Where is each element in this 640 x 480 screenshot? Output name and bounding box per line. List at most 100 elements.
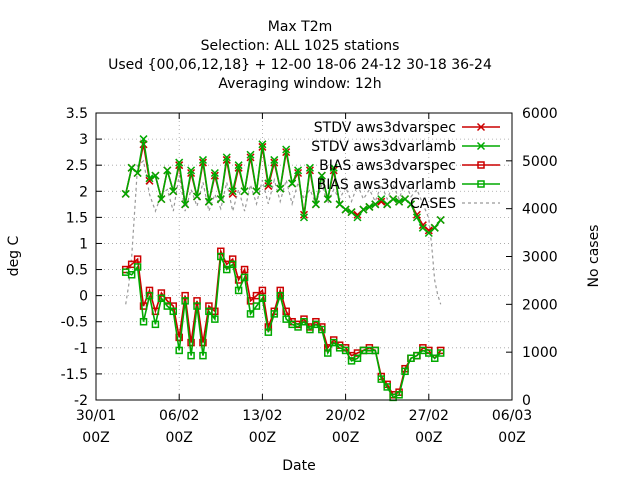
data-point-square [246,297,255,305]
data-point-square [270,310,279,318]
x-tick-label-date: 06/03 [492,408,532,424]
data-point-x [412,213,421,222]
data-point-x [365,202,374,211]
data-point-square [181,297,189,305]
series-cases [125,159,442,305]
data-point-square [252,302,261,310]
data-point-x [317,171,326,180]
data-point-x [222,153,231,162]
series-line [125,253,442,399]
data-point-x [412,210,421,219]
data-point-square [169,307,178,316]
x-tick-label-date: 13/02 [242,408,282,424]
legend-label: BIAS aws3dvarspec [319,158,456,174]
data-point-x [389,195,398,204]
data-point-square [157,294,166,302]
x-tick-label-hour: 00Z [332,430,359,446]
data-point-square [133,263,142,271]
y-tick-label: -1 [74,341,88,357]
data-point-square [294,323,302,331]
y-axis-ticks: 3.5 3 2.5 2 1.5 1 0.5 0 -0.5 -1 -1.5 -2 [61,106,102,409]
data-point-x [246,150,255,159]
series-line [125,159,442,305]
legend-label: STDV aws3dvarlamb [311,139,456,155]
data-point-square [383,383,391,391]
data-point-x [305,163,314,172]
data-point-x [157,195,166,204]
data-point-x [311,200,320,209]
data-point-square [371,346,380,355]
data-point-square [151,320,160,329]
y-tick-label: -1.5 [61,367,88,383]
data-point-square [258,294,267,302]
y2-tick-label: 0 [522,393,531,409]
data-point-x [294,166,303,175]
data-point-square [240,273,249,282]
data-point-x [335,200,344,209]
data-point-x [395,197,404,206]
data-point-square [240,265,249,274]
y-tick-label: 2.5 [66,158,88,174]
data-point-x [476,122,486,132]
x-tick-label-hour: 00Z [82,430,109,446]
title-line: Selection: ALL 1025 stations [201,38,400,54]
data-point-square [353,354,362,363]
series-bias-aws3dvarlamb [121,252,445,402]
y2-tick-label: 2000 [522,297,558,313]
data-point-square [139,317,148,326]
data-point-square [175,333,183,342]
title-line: Max T2m [268,19,333,35]
x-axis-label: Date [282,458,315,474]
data-point-square [145,286,154,295]
x-axis-ticks: 30/01 00Z 06/02 00Z 13/02 00Z 20/02 00Z 27/02 00Z… [76,113,532,446]
data-point-x [264,182,273,191]
y-tick-label: -2 [74,393,88,409]
data-point-x [163,166,172,175]
y2-axis-ticks: 6000 5000 4000 3000 2000 1000 0 [506,106,558,409]
data-point-x [424,226,433,235]
data-point-square [217,252,225,261]
data-point-square [477,180,485,188]
series-bias-aws3dvarspec [121,247,445,399]
data-point-square [199,338,207,347]
data-point-x [145,174,154,183]
data-point-square [312,320,320,329]
data-point-x [139,135,148,144]
data-point-square [228,260,237,269]
chart-title: Max T2m Selection: ALL 1025 stations Used … [108,19,492,92]
data-point-square [127,271,136,279]
data-point-square [324,349,332,357]
data-point-square [157,289,166,297]
data-point-x [359,205,368,214]
plot-series [121,135,445,402]
data-point-x [234,161,243,170]
data-point-square [211,315,219,323]
x-tick-label-hour: 00Z [415,430,442,446]
y-tick-label: 1 [79,236,88,252]
data-point-x [341,205,350,214]
data-point-x [276,184,285,193]
data-point-square [187,338,195,347]
data-point-x [347,208,356,217]
legend-label: CASES [410,196,456,212]
data-point-square [377,375,386,383]
x-tick-label-date: 27/02 [409,408,449,424]
data-point-square [228,255,237,263]
series-stdv-aws3dvarlamb [121,135,445,238]
data-point-x [353,213,362,222]
y-tick-label: 3 [79,132,88,148]
data-point-square [234,286,243,295]
legend-label: BIAS aws3dvarlamb [317,177,456,193]
data-point-x [329,163,338,172]
data-point-x [406,200,416,209]
data-point-square [425,349,433,357]
data-point-square [282,315,290,323]
y-tick-label: 1.5 [66,210,88,226]
data-point-x [175,158,184,167]
title-line: Used {00,06,12,18} + 12-00 18-06 24-12 3… [108,57,492,73]
data-point-x [187,166,196,175]
data-point-x [282,145,291,154]
data-point-square [246,310,255,318]
data-point-x [133,168,142,178]
